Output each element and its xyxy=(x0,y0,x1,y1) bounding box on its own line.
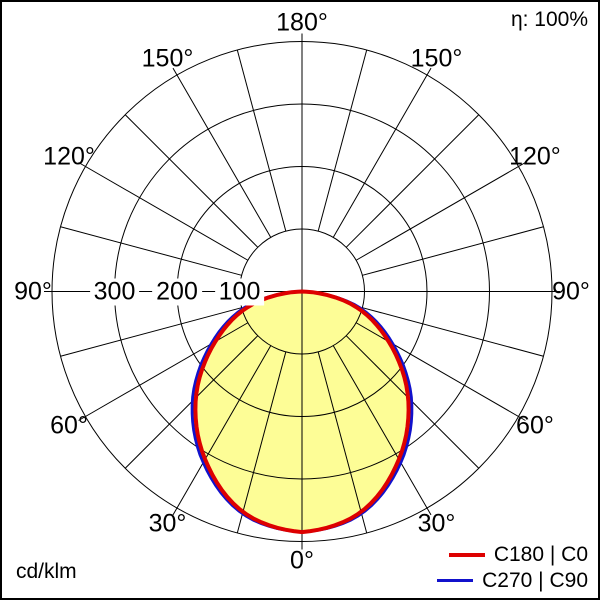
grid-spoke xyxy=(172,67,272,238)
grid-spoke xyxy=(362,226,544,276)
angle-label: 30° xyxy=(417,509,456,538)
legend-entry-c90: C270 | C90 xyxy=(437,568,588,592)
legend-line-red xyxy=(448,552,485,557)
grid-spoke xyxy=(355,322,526,421)
grid-spoke xyxy=(317,49,368,232)
unit-label: cd/klm xyxy=(16,560,77,583)
legend-label-c0: C180 | C0 xyxy=(493,542,588,566)
intensity-curve-c180-c0 xyxy=(193,289,411,535)
radial-tick-label: 100 xyxy=(214,278,265,305)
angle-label: 180° xyxy=(276,8,328,36)
legend-entry-c0: C180 | C0 xyxy=(437,542,588,566)
angle-label: 150° xyxy=(410,44,463,73)
grid-spoke xyxy=(60,307,242,357)
grid-spoke xyxy=(362,307,544,357)
grid-spoke xyxy=(236,351,287,534)
angle-label: 30° xyxy=(148,509,187,538)
angle-label: 90° xyxy=(552,277,590,305)
grid-spoke xyxy=(172,345,272,516)
radial-tick-label: 300 xyxy=(89,278,140,305)
grid-spoke xyxy=(317,351,368,534)
grid-spoke xyxy=(236,49,287,232)
legend-line-blue xyxy=(437,579,474,583)
angle-label: 150° xyxy=(141,44,194,73)
legend-label-c90: C270 | C90 xyxy=(482,568,588,592)
grid-spoke xyxy=(124,114,259,248)
grid-spoke xyxy=(60,226,242,276)
grid-spoke xyxy=(345,114,480,248)
grid-spoke xyxy=(332,345,432,516)
grid-spoke xyxy=(78,322,249,421)
angle-label: 120° xyxy=(509,142,561,171)
efficiency-value: η: 100% xyxy=(510,8,588,31)
grid-spoke xyxy=(355,162,526,261)
grid-spoke xyxy=(78,162,249,261)
angle-label: 90° xyxy=(14,277,52,305)
radial-tick-label: 200 xyxy=(152,278,202,305)
grid-spoke xyxy=(332,67,432,238)
angle-label: 0° xyxy=(290,546,314,574)
angle-label: 120° xyxy=(43,142,95,171)
legend: C180 | C0 C270 | C90 xyxy=(437,542,588,592)
angle-label: 60° xyxy=(50,411,88,440)
angle-label: 60° xyxy=(516,411,554,440)
